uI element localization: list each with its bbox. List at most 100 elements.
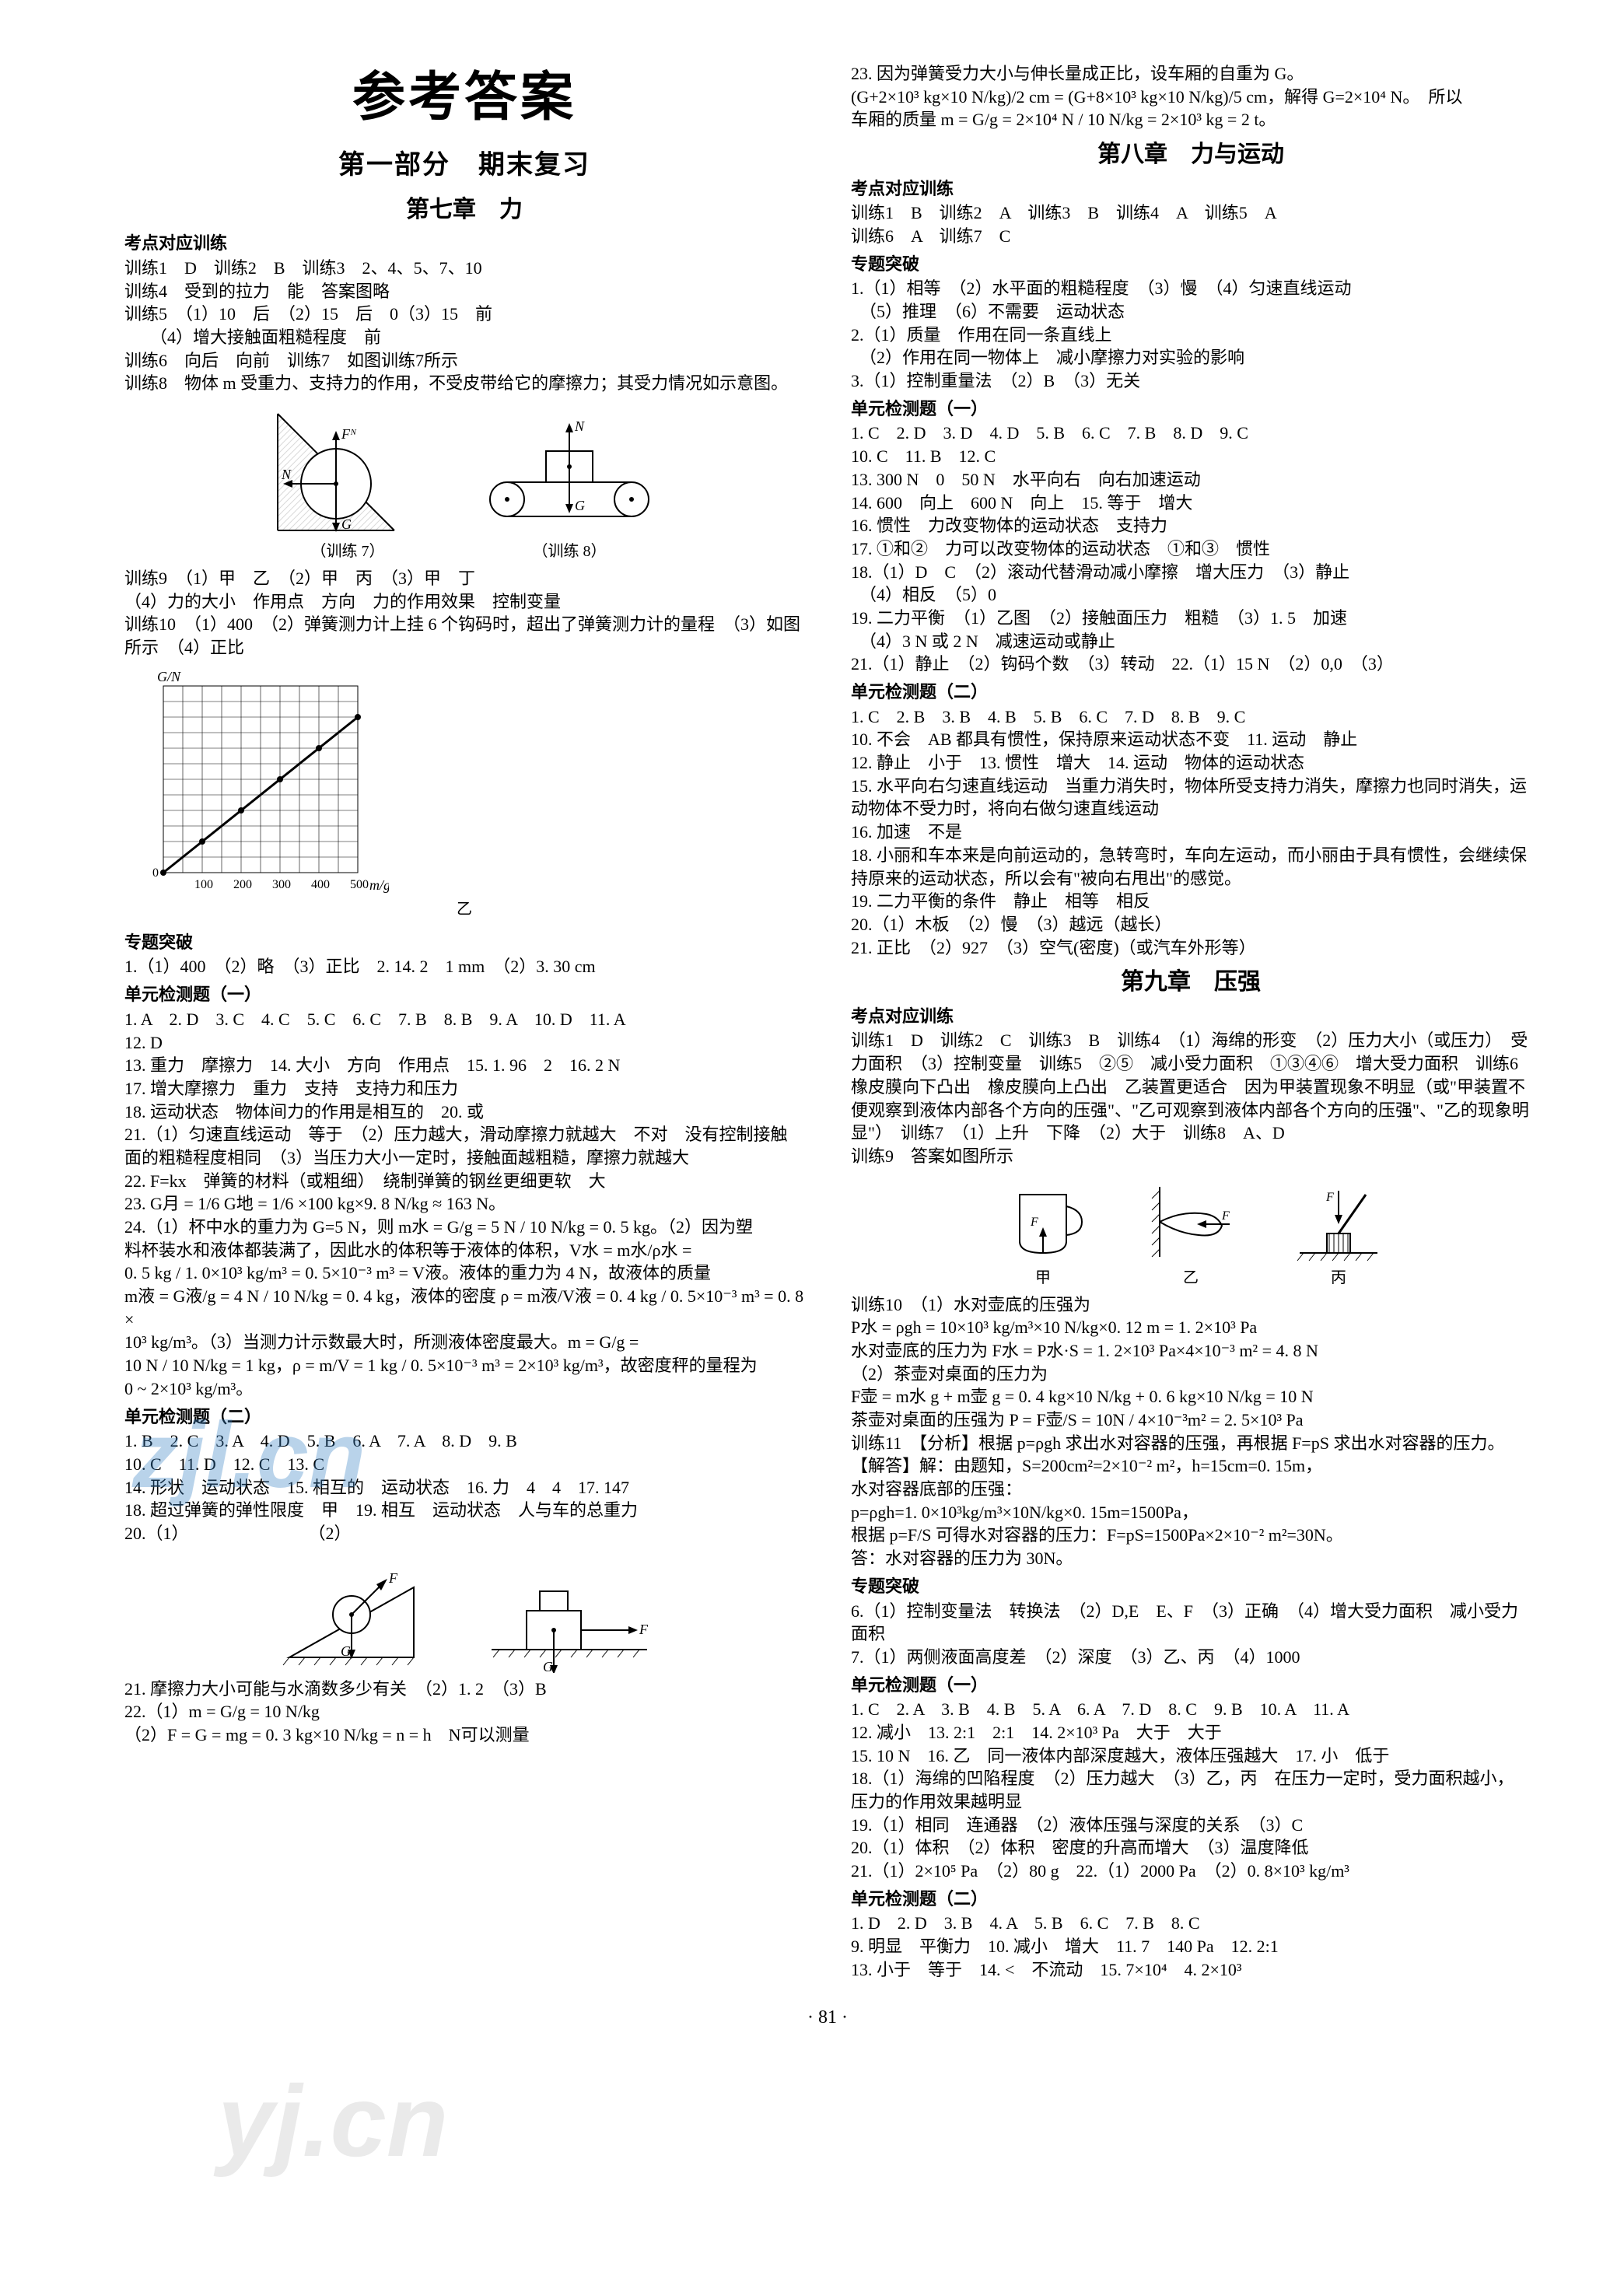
figure-row-ch9: F 甲 F 乙 bbox=[851, 1179, 1531, 1289]
text-line: 训练11 【分析】根据 p=ρgh 求出水对容器的压强，再根据 F=pS 求出水… bbox=[851, 1432, 1531, 1455]
figure-7: Fᴺ N G （训练 7） bbox=[270, 406, 425, 562]
text-line: 18. 超过弹簧的弹性限度 甲 19. 相互 运动状态 人与车的总重力 bbox=[124, 1499, 804, 1522]
figure-7-caption: （训练 7） bbox=[270, 541, 425, 562]
text-line: (G+2×10³ kg×10 N/kg)/2 cm = (G+8×10³ kg×… bbox=[851, 86, 1531, 109]
svg-text:G: G bbox=[341, 1643, 351, 1659]
text-line: 20.（1）木板 （2）慢 （3）越远（越长） bbox=[851, 913, 1531, 936]
text-line: 料杯装水和液体都装满了，因此水的体积等于液体的体积，V水 = m水/ρ水 = bbox=[124, 1239, 804, 1262]
text-line: 6.（1）控制变量法 转换法 （2）D,E E、F （3）正确 （4）增大受力面… bbox=[851, 1600, 1531, 1646]
text-line: 2.（1）质量 作用在同一条直线上 bbox=[851, 324, 1531, 347]
block-diagram-icon: F G bbox=[484, 1556, 655, 1673]
part-title: 第一部分 期末复习 bbox=[124, 148, 804, 184]
text-line: 茶壶对桌面的压强为 P = F壶/S = 10N / 4×10⁻³m² = 2.… bbox=[851, 1408, 1531, 1432]
svg-text:200: 200 bbox=[233, 878, 252, 891]
text-line: 训练10 （1）水对壶底的压强为 bbox=[851, 1293, 1531, 1317]
text-line: 1. C 2. A 3. B 4. B 5. A 6. A 7. D 8. C … bbox=[851, 1698, 1531, 1721]
text-line: 22. F=kx 弹簧的材料（或粗细） 绕制弹簧的钢丝更细更软 大 bbox=[124, 1170, 804, 1193]
text-line: 训练1 D 训练2 C 训练3 B 训练4 （1）海绵的形变 （2）压力大小（或… bbox=[851, 1029, 1531, 1144]
text-line: 训练9 （1）甲 乙 （2）甲 丙 （3）甲 丁 bbox=[124, 567, 804, 590]
svg-text:Fᴺ: Fᴺ bbox=[341, 426, 357, 442]
text-line: 训练1 B 训练2 A 训练3 B 训练4 A 训练5 A bbox=[851, 201, 1531, 225]
text-line: 18.（1）D C （2）滚动代替滑动减小摩擦 增大压力 （3）静止 bbox=[851, 561, 1531, 584]
text-line: 21.（1）静止 （2）钩码个数 （3）转动 22.（1）15 N （2）0,0… bbox=[851, 653, 1531, 676]
text-line: 10 N / 10 N/kg = 1 kg，ρ = m/V = 1 kg / 0… bbox=[124, 1354, 804, 1377]
text-line: （4）相反 （5）0 bbox=[851, 583, 1531, 607]
text-line: 24.（1）杯中水的重力为 G=5 N，则 m水 = G/g = 5 N / 1… bbox=[124, 1216, 804, 1239]
text-line: 23. 因为弹簧受力大小与伸长量成正比，设车厢的自重为 G。 bbox=[851, 62, 1531, 86]
fig-cap-jia: 甲 bbox=[996, 1268, 1090, 1289]
graph-icon: G/N 0 1 bbox=[124, 670, 389, 896]
svg-text:F: F bbox=[388, 1570, 398, 1586]
text-line: 19. 二力平衡的条件 静止 相等 相反 bbox=[851, 890, 1531, 913]
text-line: 17. ①和② 力可以改变物体的运动状态 ①和③ 惯性 bbox=[851, 537, 1531, 561]
svg-text:N: N bbox=[574, 418, 585, 434]
text-line: 13. 300 N 0 50 N 水平向右 向右加速运动 bbox=[851, 468, 1531, 492]
fig-cap-yi: 乙 bbox=[1144, 1268, 1237, 1289]
brush-icon: F bbox=[1292, 1179, 1385, 1265]
text-line: 23. G月 = 1/6 G地 = 1/6 ×100 kg×9. 8 N/kg … bbox=[124, 1192, 804, 1216]
section-ztt: 专题突破 bbox=[851, 1575, 1531, 1598]
section-dyjc2: 单元检测题（二） bbox=[851, 681, 1531, 704]
text-line: 水对容器底部的压强： bbox=[851, 1478, 1531, 1501]
figure-row-7-8: Fᴺ N G （训练 7） bbox=[124, 406, 804, 562]
text-line: 9. 明显 平衡力 10. 减小 增大 11. 7 140 Pa 12. 2:1 bbox=[851, 1935, 1531, 1958]
text-line: 12. D bbox=[124, 1031, 804, 1055]
text-line: 训练9 答案如图所示 bbox=[851, 1145, 1531, 1168]
svg-text:500: 500 bbox=[350, 878, 369, 891]
text-line: 17. 增大摩擦力 重力 支持 支持力和压力 bbox=[124, 1077, 804, 1101]
section-kdl: 考点对应训练 bbox=[851, 1005, 1531, 1028]
text-line: 20.（1） （2） bbox=[124, 1522, 804, 1545]
incline-diagram-icon: F G bbox=[274, 1556, 429, 1673]
svg-text:F: F bbox=[1325, 1191, 1334, 1204]
graph-caption: 乙 bbox=[124, 899, 804, 920]
text-line: 根据 p=F/S 可得水对容器的压力：F=pS=1500Pa×2×10⁻² m²… bbox=[851, 1524, 1531, 1547]
section-dyjc1: 单元检测题（一） bbox=[124, 983, 804, 1006]
text-line: 3.（1）控制重量法 （2）B （3）无关 bbox=[851, 369, 1531, 393]
belt-diagram-icon: N G bbox=[480, 406, 659, 538]
text-line: 10. C 11. B 12. C bbox=[851, 445, 1531, 468]
chapter8-title: 第八章 力与运动 bbox=[851, 139, 1531, 171]
text-line: （5）推理 （6）不需要 运动状态 bbox=[851, 300, 1531, 324]
text-line: P水 = ρgh = 10×10³ kg/m³×10 N/kg×0. 12 m … bbox=[851, 1316, 1531, 1339]
text-line: 【解答】解：由题知，S=200cm²=2×10⁻² m²，h=15cm=0. 1… bbox=[851, 1454, 1531, 1478]
wall-hand-icon: F bbox=[1144, 1179, 1237, 1265]
text-line: 13. 重力 摩擦力 14. 大小 方向 作用点 15. 1. 96 2 16.… bbox=[124, 1054, 804, 1077]
text-line: 19.（1）相同 连通器 （2）液体压强与深度的关系 （3）C bbox=[851, 1814, 1531, 1837]
section-kdl: 考点对应训练 bbox=[124, 232, 804, 255]
page-number: · 81 · bbox=[124, 2005, 1531, 2030]
text-line: （2）F = G = mg = 0. 3 kg×10 N/kg = n = h … bbox=[124, 1723, 804, 1747]
text-line: 训练6 向后 向前 训练7 如图训练7所示 bbox=[124, 349, 804, 373]
text-line: 训练4 受到的拉力 能 答案图略 bbox=[124, 280, 804, 303]
text-line: 1. C 2. B 3. B 4. B 5. B 6. C 7. D 8. B … bbox=[851, 705, 1531, 729]
svg-text:N: N bbox=[281, 467, 292, 482]
text-line: m液 = G液/g = 4 N / 10 N/kg = 0. 4 kg，液体的密… bbox=[124, 1285, 804, 1331]
text-line: 16. 惯性 力改变物体的运动状态 支持力 bbox=[851, 514, 1531, 537]
text-line: 18. 运动状态 物体间力的作用是相互的 20. 或 bbox=[124, 1101, 804, 1124]
section-dyjc2: 单元检测题（二） bbox=[124, 1405, 804, 1429]
text-line: 7.（1）两侧液面高度差 （2）深度 （3）乙、丙 （4）1000 bbox=[851, 1646, 1531, 1669]
figure-row-20: F G F G bbox=[124, 1556, 804, 1673]
section-dyjc1: 单元检测题（一） bbox=[851, 1674, 1531, 1697]
text-line: 10. 不会 AB 都具有惯性，保持原来运动状态不变 11. 运动 静止 bbox=[851, 728, 1531, 751]
text-line: 10. C 11. D 12. C 13. C bbox=[124, 1453, 804, 1476]
text-line: 14. 600 向上 600 N 向上 15. 等于 增大 bbox=[851, 492, 1531, 515]
section-dyjc2: 单元检测题（二） bbox=[851, 1888, 1531, 1911]
section-dyjc1: 单元检测题（一） bbox=[851, 397, 1531, 421]
line-graph: G/N 0 1 bbox=[124, 670, 804, 920]
text-line: 答：水对容器的压力为 30N。 bbox=[851, 1547, 1531, 1570]
svg-text:G: G bbox=[543, 1659, 553, 1673]
text-line: （4）力的大小 作用点 方向 力的作用效果 控制变量 bbox=[124, 590, 804, 614]
text-line: （2）作用在同一物体上 减小摩擦力对实验的影响 bbox=[851, 346, 1531, 369]
text-line: 14. 形状 运动状态 15. 相互的 运动状态 16. 力 4 4 17. 1… bbox=[124, 1476, 804, 1499]
text-line: 21.（1）匀速直线运动 等于 （2）压力越大，滑动摩擦力就越大 不对 没有控制… bbox=[124, 1123, 804, 1169]
text-line: 1. A 2. D 3. C 4. C 5. C 6. C 7. B 8. B … bbox=[124, 1008, 804, 1031]
text-line: 水对壶底的压力为 F水 = P水·S = 1. 2×10³ Pa×4×10⁻³ … bbox=[851, 1339, 1531, 1363]
svg-text:F: F bbox=[1030, 1216, 1038, 1229]
svg-text:F: F bbox=[1221, 1209, 1230, 1223]
text-line: 0 ~ 2×10³ kg/m³。 bbox=[124, 1377, 804, 1401]
text-line: 训练8 物体 m 受重力、支持力的作用，不受皮带给它的摩擦力；其受力情况如示意图… bbox=[124, 372, 804, 395]
svg-text:G: G bbox=[341, 516, 352, 532]
text-line: 1. D 2. D 3. B 4. A 5. B 6. C 7. B 8. C bbox=[851, 1912, 1531, 1935]
cup-force-icon: F bbox=[996, 1179, 1090, 1265]
text-line: 1. C 2. D 3. D 4. D 5. B 6. C 7. B 8. D … bbox=[851, 422, 1531, 445]
